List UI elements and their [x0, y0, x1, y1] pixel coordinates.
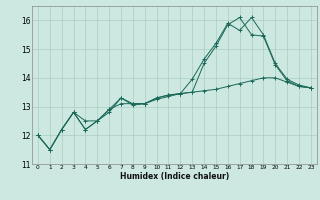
X-axis label: Humidex (Indice chaleur): Humidex (Indice chaleur) [120, 172, 229, 181]
